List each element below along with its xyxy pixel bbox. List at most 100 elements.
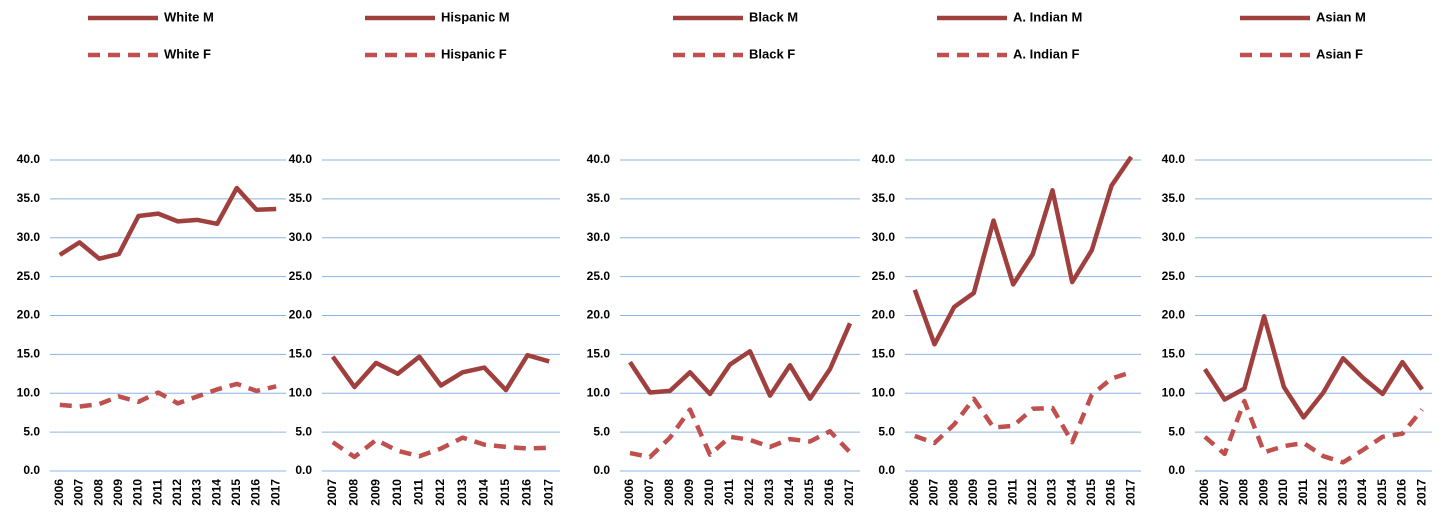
y-tick-label: 10.0 <box>872 385 896 399</box>
series-line <box>914 370 1132 446</box>
x-tick-label: 2009 <box>1256 479 1270 506</box>
x-tick-label: 2014 <box>782 479 796 506</box>
y-tick-label: 25.0 <box>1162 269 1186 283</box>
x-tick-label: 2012 <box>1025 479 1039 506</box>
y-tick-label: 35.0 <box>17 191 41 205</box>
x-tick-label: 2007 <box>325 479 339 506</box>
x-tick-label: 2015 <box>229 479 243 506</box>
legend: Asian M Asian F <box>1240 9 1366 61</box>
y-tick-label: 0.0 <box>1168 463 1185 477</box>
y-tick-label: 0.0 <box>878 463 895 477</box>
y-tick-label: 20.0 <box>289 308 313 322</box>
y-tick-label: 30.0 <box>1162 230 1186 244</box>
x-tick-label: 2017 <box>541 479 555 506</box>
legend-label: Hispanic M <box>441 9 510 24</box>
x-tick-label: 2013 <box>190 479 204 506</box>
x-tick-label: 2011 <box>722 479 736 505</box>
y-tick-label: 20.0 <box>587 308 611 322</box>
y-tick-label: 5.0 <box>593 424 610 438</box>
y-tick-label: 15.0 <box>289 347 313 361</box>
x-tick-label: 2014 <box>1064 479 1078 506</box>
x-tick-label: 2007 <box>927 479 941 506</box>
y-tick-label: 10.0 <box>1162 385 1186 399</box>
x-tick-label: 2007 <box>72 479 86 506</box>
x-tick-label: 2011 <box>1005 479 1019 505</box>
x-tick-label: 2006 <box>907 479 921 506</box>
x-tick-label: 2012 <box>170 479 184 506</box>
legend: A. Indian M A. Indian F <box>937 9 1082 61</box>
y-tick-label: 5.0 <box>295 424 312 438</box>
legend-label: A. Indian F <box>1013 46 1080 61</box>
x-tick-label: 2006 <box>622 479 636 506</box>
y-tick-label: 30.0 <box>587 230 611 244</box>
x-tick-label: 2012 <box>1316 479 1330 506</box>
y-tick-label: 10.0 <box>587 385 611 399</box>
x-tick-label: 2014 <box>476 479 490 506</box>
x-tick-label: 2016 <box>520 479 534 506</box>
x-tick-label: 2017 <box>1414 479 1428 506</box>
x-tick-label: 2009 <box>368 479 382 506</box>
x-tick-label: 2011 <box>150 479 164 505</box>
y-tick-label: 5.0 <box>1168 424 1185 438</box>
legend: Hispanic M Hispanic F <box>365 9 510 61</box>
x-tick-label: 2012 <box>433 479 447 506</box>
series-line <box>912 155 1134 347</box>
y-tick-label: 15.0 <box>1162 347 1186 361</box>
y-tick-label: 0.0 <box>593 463 610 477</box>
y-tick-label: 25.0 <box>872 269 896 283</box>
legend: White M White F <box>88 9 214 61</box>
x-tick-label: 2017 <box>268 479 282 506</box>
y-tick-label: 0.0 <box>295 463 312 477</box>
x-tick-label: 2013 <box>455 479 469 506</box>
x-tick-label: 2006 <box>1197 479 1211 506</box>
y-tick-label: 15.0 <box>872 347 896 361</box>
x-tick-label: 2010 <box>131 479 145 506</box>
x-tick-label: 2010 <box>986 479 1000 506</box>
x-tick-label: 2007 <box>642 479 656 506</box>
legend-label: Hispanic F <box>441 46 507 61</box>
series-line <box>330 352 550 393</box>
x-tick-label: 2009 <box>111 479 125 506</box>
y-tick-label: 25.0 <box>587 269 611 283</box>
x-tick-label: 2017 <box>842 479 856 506</box>
legend-label: Asian M <box>1316 9 1366 24</box>
y-tick-label: 40.0 <box>289 152 313 166</box>
x-tick-label: 2007 <box>1217 479 1231 506</box>
y-tick-label: 30.0 <box>872 230 896 244</box>
legend-label: White F <box>164 46 211 61</box>
x-tick-label: 2014 <box>1355 479 1369 506</box>
x-tick-label: 2008 <box>946 479 960 506</box>
x-tick-label: 2009 <box>682 479 696 506</box>
y-tick-label: 5.0 <box>23 424 40 438</box>
x-tick-label: 2008 <box>662 479 676 506</box>
x-tick-label: 2008 <box>347 479 361 506</box>
series-line <box>59 381 277 409</box>
x-tick-label: 2016 <box>249 479 263 506</box>
x-tick-label: 2008 <box>1237 479 1251 506</box>
legend-label: A. Indian M <box>1013 9 1082 24</box>
x-tick-label: 2015 <box>498 479 512 506</box>
x-tick-label: 2006 <box>52 479 66 506</box>
legend-label: Asian F <box>1316 46 1363 61</box>
series-line <box>58 185 277 261</box>
y-tick-label: 15.0 <box>587 347 611 361</box>
series-line <box>331 435 550 460</box>
y-tick-label: 10.0 <box>17 385 41 399</box>
series-line <box>629 407 852 460</box>
x-tick-label: 2015 <box>1084 479 1098 506</box>
y-tick-label: 35.0 <box>872 191 896 205</box>
x-tick-label: 2009 <box>966 479 980 506</box>
y-tick-label: 40.0 <box>17 152 41 166</box>
x-tick-label: 2015 <box>1375 479 1389 506</box>
x-tick-label: 2010 <box>1276 479 1290 506</box>
x-tick-label: 2016 <box>1395 479 1409 506</box>
x-tick-label: 2010 <box>390 479 404 506</box>
y-tick-label: 35.0 <box>587 191 611 205</box>
y-tick-label: 35.0 <box>1162 191 1186 205</box>
y-tick-label: 30.0 <box>17 230 41 244</box>
x-tick-label: 2013 <box>1335 479 1349 506</box>
y-tick-label: 15.0 <box>17 347 41 361</box>
x-tick-label: 2013 <box>762 479 776 506</box>
x-tick-label: 2016 <box>822 479 836 506</box>
